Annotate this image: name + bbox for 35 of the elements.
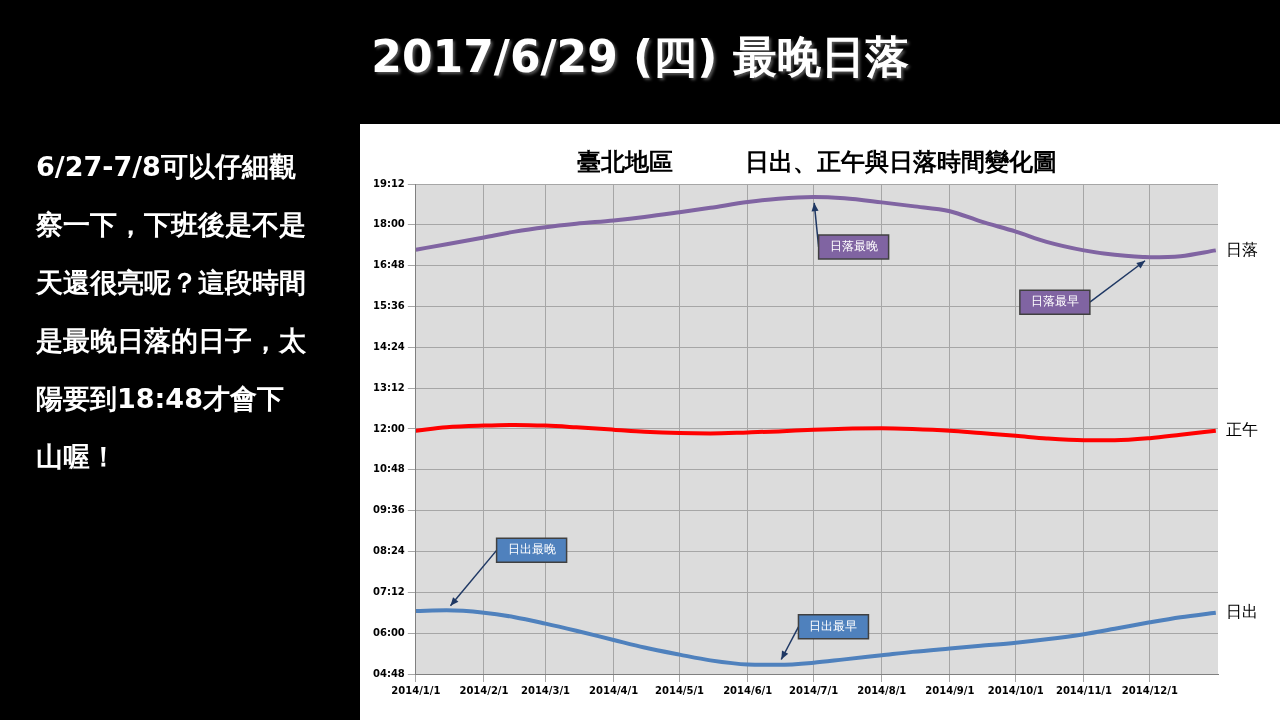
y-tick-label: 04:48 xyxy=(372,667,405,679)
y-tick-label: 13:12 xyxy=(372,381,405,393)
annotation: 日出最晚 xyxy=(507,542,556,557)
annotation: 日落最晚 xyxy=(829,239,878,254)
annotation: 日出最早 xyxy=(809,618,858,633)
x-tick-label: 2014/4/1 xyxy=(589,684,639,696)
x-tick-label: 2014/8/1 xyxy=(857,684,907,696)
y-tick-label: 08:24 xyxy=(372,545,405,557)
annotation: 日落最早 xyxy=(1030,294,1079,309)
y-tick-label: 09:36 xyxy=(372,504,405,516)
x-tick-label: 2014/9/1 xyxy=(925,684,975,696)
y-tick-label: 16:48 xyxy=(372,259,405,271)
x-tick-label: 2014/1/1 xyxy=(391,684,441,696)
y-tick-label: 12:00 xyxy=(372,422,405,434)
y-tick-label: 07:12 xyxy=(372,585,405,597)
x-tick-label: 2014/3/1 xyxy=(520,684,571,696)
chart-subtitle: 臺北地區 日出、正午與日落時間變化圖 xyxy=(576,148,1057,177)
x-tick-label: 2014/7/1 xyxy=(789,684,839,696)
series-label: 日落 xyxy=(1226,239,1258,259)
series-label: 正午 xyxy=(1226,419,1258,439)
y-tick-label: 10:48 xyxy=(372,463,405,475)
x-tick-label: 2014/6/1 xyxy=(723,684,773,696)
y-tick-label: 18:00 xyxy=(372,218,405,230)
y-tick-label: 06:00 xyxy=(372,626,405,638)
x-tick-label: 2014/5/1 xyxy=(655,684,705,696)
x-tick-label: 2014/12/1 xyxy=(1121,684,1178,696)
series-label: 日出 xyxy=(1226,601,1258,621)
y-tick-label: 15:36 xyxy=(372,300,405,312)
y-tick-label: 19:12 xyxy=(372,177,405,189)
x-tick-label: 2014/2/1 xyxy=(459,684,509,696)
x-tick-label: 2014/10/1 xyxy=(987,684,1044,696)
y-tick-label: 14:24 xyxy=(372,340,405,352)
x-tick-label: 2014/11/1 xyxy=(1055,684,1112,696)
text: 6/27-7/8可以仔細觀察一下，下班後是不是天還很亮呢？這段時間是最晚日落的日子，太陽要到18:48才會下山喔！ xyxy=(36,150,307,474)
chart-title: 2017/6/29 (四) 最晚日落 xyxy=(370,30,910,84)
